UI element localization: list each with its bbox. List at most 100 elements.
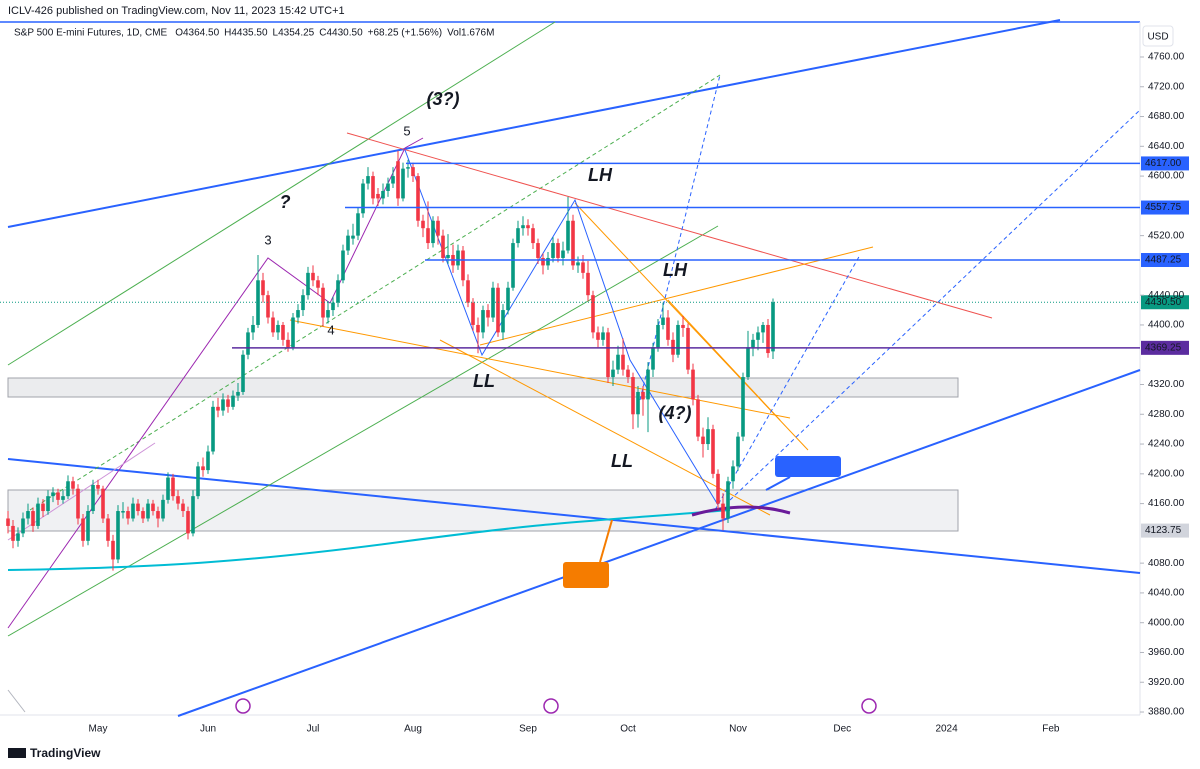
- candle-body: [81, 518, 85, 541]
- annotation: LL: [611, 451, 633, 471]
- candle-body: [771, 302, 775, 352]
- candle-body: [561, 250, 565, 258]
- projection: [729, 109, 1141, 501]
- y-tick-label: 4760.00: [1148, 52, 1185, 63]
- channel-mid: [29, 74, 721, 511]
- candle-body: [151, 503, 155, 512]
- event-icon[interactable]: [543, 698, 559, 714]
- candle-body: [711, 429, 715, 474]
- event-icon[interactable]: [235, 698, 251, 714]
- candle-body: [356, 213, 360, 236]
- publisher: ICLV-426 published on TradingView.com, N…: [8, 5, 345, 17]
- candle-body: [76, 488, 80, 519]
- y-tick-label: 4680.00: [1148, 111, 1185, 122]
- candle-body: [211, 406, 215, 452]
- candle-body: [36, 503, 40, 526]
- annotation: ?: [280, 192, 291, 212]
- candle-body: [616, 354, 620, 370]
- candle-body: [21, 518, 25, 534]
- candle-body: [216, 406, 220, 411]
- candle-body: [496, 287, 500, 333]
- candle-body: [391, 176, 395, 184]
- brand: TradingView: [30, 746, 101, 760]
- price-label: 4123.75: [1145, 525, 1182, 536]
- candle-body: [606, 332, 610, 378]
- candle-body: [231, 395, 235, 407]
- candle-body: [361, 183, 365, 214]
- candle-body: [571, 220, 575, 266]
- candle-body: [146, 503, 150, 519]
- candle-body: [191, 496, 195, 534]
- candle-body: [726, 481, 730, 519]
- candle-body: [696, 399, 700, 437]
- candle-body: [586, 272, 590, 296]
- candle-body: [551, 243, 555, 258]
- currency-button[interactable]: [1142, 25, 1174, 47]
- candle-body: [511, 243, 515, 288]
- price-label: 4430.50: [1145, 297, 1182, 308]
- candle-body: [521, 225, 525, 229]
- candle-body: [46, 496, 50, 512]
- candle-body: [241, 354, 245, 392]
- candle-body: [56, 492, 60, 500]
- candle-body: [221, 399, 225, 411]
- candle-body: [681, 324, 685, 328]
- y-tick-label: 3880.00: [1148, 707, 1185, 718]
- zone: [7, 377, 959, 398]
- legend-label: H: [224, 28, 231, 39]
- candle-body: [181, 503, 185, 512]
- candle-body: [141, 511, 145, 519]
- legend-value: 4354.25: [278, 28, 315, 39]
- x-tick-label: May: [89, 724, 108, 735]
- candle-body: [766, 324, 770, 354]
- candle-body: [486, 310, 490, 318]
- price-label: 4369.25: [1145, 342, 1182, 353]
- y-tick-label: 4160.00: [1148, 498, 1185, 509]
- candle-body: [336, 280, 340, 303]
- candle-body: [311, 272, 315, 281]
- candle-body: [376, 193, 380, 199]
- candle-body: [166, 477, 170, 500]
- candle-body: [386, 183, 390, 191]
- annotation: 5: [403, 123, 410, 138]
- legend-value: 4364.50: [183, 28, 220, 39]
- candle-body: [531, 228, 535, 244]
- zone: [7, 489, 959, 532]
- candle-body: [236, 391, 240, 396]
- trendline: [667, 299, 781, 421]
- y-tick-label: 4000.00: [1148, 617, 1185, 628]
- x-tick-label: 2024: [935, 724, 958, 735]
- candle-body: [6, 518, 10, 526]
- candle-body: [196, 466, 200, 497]
- candle-body: [536, 243, 540, 258]
- candle-body: [601, 332, 605, 340]
- candle-body: [756, 332, 760, 340]
- candle-body: [86, 511, 90, 541]
- candle-body: [636, 391, 640, 415]
- candle-body: [701, 436, 705, 445]
- overlay: 4617.00 4557.75 4487.25 4430.50 4369.25 4123.…: [0, 89, 1189, 581]
- y-tick-label: 4440.00: [1148, 290, 1185, 301]
- candle-body: [351, 235, 355, 239]
- trendline: [289, 319, 791, 419]
- candle-body: [161, 499, 165, 519]
- candle-body: [126, 511, 130, 519]
- callout-pointer: [765, 476, 791, 491]
- price-label-box: [1141, 295, 1189, 310]
- y-tick-label: 4080.00: [1148, 558, 1185, 569]
- x-tick-label: Jul: [307, 724, 320, 735]
- channel-line: [7, 21, 556, 366]
- event-icon[interactable]: [861, 698, 877, 714]
- candle-body: [31, 511, 35, 526]
- candle-body: [476, 324, 480, 333]
- candle-body: [526, 225, 530, 229]
- legend-title: S&P 500 E-mini Futures, 1D, CME: [14, 28, 168, 39]
- candle-body: [366, 176, 370, 184]
- candle-body: [106, 518, 110, 541]
- candle-body: [116, 511, 120, 560]
- y-tick-label: 3920.00: [1148, 677, 1185, 688]
- candle-body: [656, 324, 660, 348]
- event-icons: [235, 698, 877, 714]
- trendline: [439, 339, 771, 516]
- vwap: [7, 509, 731, 571]
